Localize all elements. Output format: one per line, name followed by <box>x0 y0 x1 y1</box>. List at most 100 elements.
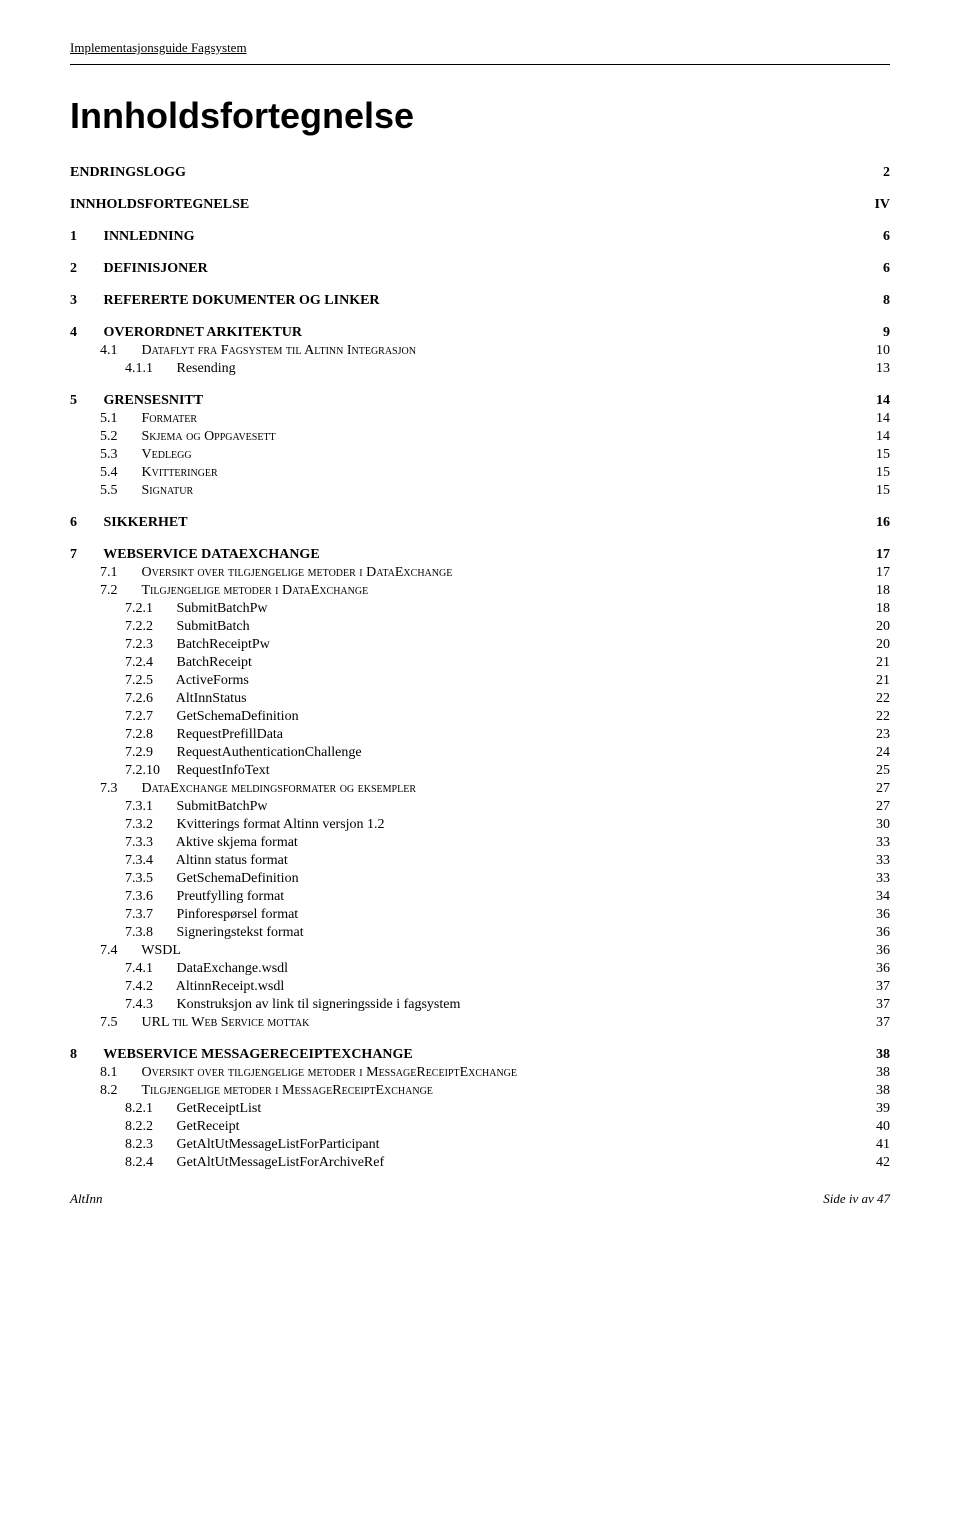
toc-entry-text: Resending <box>177 361 236 376</box>
toc-entry-number: 8.1 <box>100 1065 138 1081</box>
toc-entry-text: Preutfylling format <box>177 889 285 904</box>
toc-entry-number: 8.2.2 <box>125 1119 173 1135</box>
toc-entry-label: 5.1 Formater <box>100 411 197 427</box>
toc-entry-label: 7.3.2 Kvitterings format Altinn versjon … <box>125 817 385 833</box>
toc-entry-number: 7.5 <box>100 1015 138 1031</box>
toc-entry-label: 7.2.6 AltInnStatus <box>125 691 247 707</box>
toc-entry: 7.2.7 GetSchemaDefinition22 <box>70 709 890 725</box>
toc-entry-page: 37 <box>876 1015 890 1031</box>
toc-entry-page: 25 <box>876 763 890 779</box>
toc-entry-label: 7.2.9 RequestAuthenticationChallenge <box>125 745 362 761</box>
toc-entry-page: 38 <box>876 1065 890 1081</box>
toc-entry-label: 7.3.6 Preutfylling format <box>125 889 284 905</box>
toc-entry-label: 7.2.1 SubmitBatchPw <box>125 601 268 617</box>
toc-entry: 7.3.6 Preutfylling format34 <box>70 889 890 905</box>
toc-entry-number: 5.2 <box>100 429 138 445</box>
toc-entry-text: Tilgjengelige metoder i MessageReceiptEx… <box>142 1083 433 1098</box>
toc-entry-number: 7 <box>70 547 100 563</box>
toc-entry-page: 37 <box>876 979 890 995</box>
toc-entry-text: RequestPrefillData <box>177 727 284 742</box>
toc-entry-label: 5.3 Vedlegg <box>100 447 192 463</box>
toc-entry-text: RequestInfoText <box>177 763 270 778</box>
toc-entry-number: 4.1.1 <box>125 361 173 377</box>
toc-entry-number: 7.3.6 <box>125 889 173 905</box>
toc-entry-label: 7.4.1 DataExchange.wsdl <box>125 961 288 977</box>
toc-entry-text: Konstruksjon av link til signeringsside … <box>177 997 461 1012</box>
toc-entry-page: 33 <box>876 853 890 869</box>
toc-entry-text: Altinn status format <box>176 853 288 868</box>
toc-entry-label: 5.5 Signatur <box>100 483 193 499</box>
toc-entry-page: 9 <box>883 325 890 341</box>
toc-entry-text: Formater <box>142 411 198 426</box>
toc-entry-page: 6 <box>883 261 890 277</box>
toc-entry-label: 7.3 DataExchange meldingsformater og eks… <box>100 781 416 797</box>
toc-entry-page: 23 <box>876 727 890 743</box>
toc-entry-label: 8.2.3 GetAltUtMessageListForParticipant <box>125 1137 379 1153</box>
toc-entry-text: DataExchange.wsdl <box>177 961 289 976</box>
toc-entry-number: 4.1 <box>100 343 138 359</box>
toc-entry: 7.4 WSDL36 <box>70 943 890 959</box>
toc-entry-number: 6 <box>70 515 100 531</box>
toc-entry-number: 8 <box>70 1047 100 1063</box>
toc-entry-page: 20 <box>876 637 890 653</box>
toc-entry-number: 5.4 <box>100 465 138 481</box>
toc-entry-number: 8.2.3 <box>125 1137 173 1153</box>
toc-entry-page: 21 <box>876 673 890 689</box>
toc-entry-label: 7.3.3 Aktive skjema format <box>125 835 298 851</box>
toc-entry-page: 22 <box>876 691 890 707</box>
toc-entry-text: INNLEDNING <box>104 229 195 244</box>
toc-entry-text: Oversikt over tilgjengelige metoder i Da… <box>142 565 453 580</box>
toc-entry-number: 7.2.5 <box>125 673 173 689</box>
toc-entry-label: 8.1 Oversikt over tilgjengelige metoder … <box>100 1065 517 1081</box>
toc-entry-number: 7.3.4 <box>125 853 173 869</box>
toc-entry: 7.3.8 Signeringstekst format36 <box>70 925 890 941</box>
toc-entry-text: URL til Web Service mottak <box>142 1015 310 1030</box>
toc-entry-text: Pinforespørsel format <box>177 907 299 922</box>
toc-entry-text: Vedlegg <box>142 447 192 462</box>
toc-entry-label: 1 INNLEDNING <box>70 229 195 245</box>
footer-left: AltInn <box>70 1191 103 1207</box>
toc-entry-page: 15 <box>876 465 890 481</box>
toc-entry-label: 7.4.3 Konstruksjon av link til signering… <box>125 997 460 1013</box>
toc-entry-page: 14 <box>876 429 890 445</box>
toc-entry: 7.5 URL til Web Service mottak 37 <box>70 1015 890 1031</box>
toc-entry-text: GetAltUtMessageListForParticipant <box>177 1137 380 1152</box>
toc-entry-text: WSDL <box>141 943 181 958</box>
toc-entry-label: ENDRINGSLOGG <box>70 165 186 181</box>
toc-entry-page: 24 <box>876 745 890 761</box>
toc-entry: 7 WEBSERVICE DATAEXCHANGE17 <box>70 547 890 563</box>
toc-entry-label: INNHOLDSFORTEGNELSE <box>70 197 249 213</box>
toc-entry-number: 5 <box>70 393 100 409</box>
toc-entry-page: 14 <box>876 393 890 409</box>
toc-entry-number: 4 <box>70 325 100 341</box>
toc-entry: 5 GRENSESNITT14 <box>70 393 890 409</box>
toc-entry: 7.4.1 DataExchange.wsdl36 <box>70 961 890 977</box>
toc-entry-number: 7.2.10 <box>125 763 173 779</box>
toc-entry-page: 38 <box>876 1083 890 1099</box>
toc-entry-page: 16 <box>876 515 890 531</box>
toc-entry-text: BatchReceiptPw <box>177 637 270 652</box>
toc-entry-page: 15 <box>876 447 890 463</box>
toc-entry-label: 8 WEBSERVICE MESSAGERECEIPTEXCHANGE <box>70 1047 413 1063</box>
toc-entry-text: Kvitterings format Altinn versjon 1.2 <box>177 817 385 832</box>
toc-entry-text: Aktive skjema format <box>176 835 298 850</box>
toc-entry-label: 7.2.4 BatchReceipt <box>125 655 252 671</box>
toc-entry: ENDRINGSLOGG2 <box>70 165 890 181</box>
toc-entry-text: INNHOLDSFORTEGNELSE <box>70 197 249 212</box>
toc-entry-label: 7.3.4 Altinn status format <box>125 853 288 869</box>
toc-entry-number: 7.3 <box>100 781 138 797</box>
toc-entry-page: 39 <box>876 1101 890 1117</box>
toc-entry-page: 18 <box>876 583 890 599</box>
toc-entry-number: 8.2.4 <box>125 1155 173 1171</box>
toc-entry: 7.3.7 Pinforespørsel format36 <box>70 907 890 923</box>
toc-entry-text: GetReceipt <box>177 1119 240 1134</box>
toc-entry-page: 21 <box>876 655 890 671</box>
toc-entry-number: 8.2.1 <box>125 1101 173 1117</box>
toc-entry: 5.4 Kvitteringer15 <box>70 465 890 481</box>
toc-entry: 5.1 Formater14 <box>70 411 890 427</box>
toc-entry-number: 7.2.3 <box>125 637 173 653</box>
toc-entry: 7.2.10 RequestInfoText 25 <box>70 763 890 779</box>
toc-entry: 8.2.2 GetReceipt40 <box>70 1119 890 1135</box>
toc-entry-text: Oversikt over tilgjengelige metoder i Me… <box>142 1065 518 1080</box>
toc-entry-page: 20 <box>876 619 890 635</box>
